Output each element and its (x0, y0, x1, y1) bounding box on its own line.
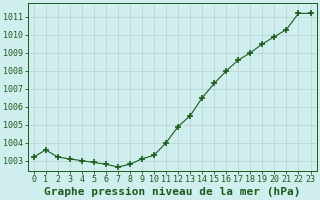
X-axis label: Graphe pression niveau de la mer (hPa): Graphe pression niveau de la mer (hPa) (44, 186, 300, 197)
